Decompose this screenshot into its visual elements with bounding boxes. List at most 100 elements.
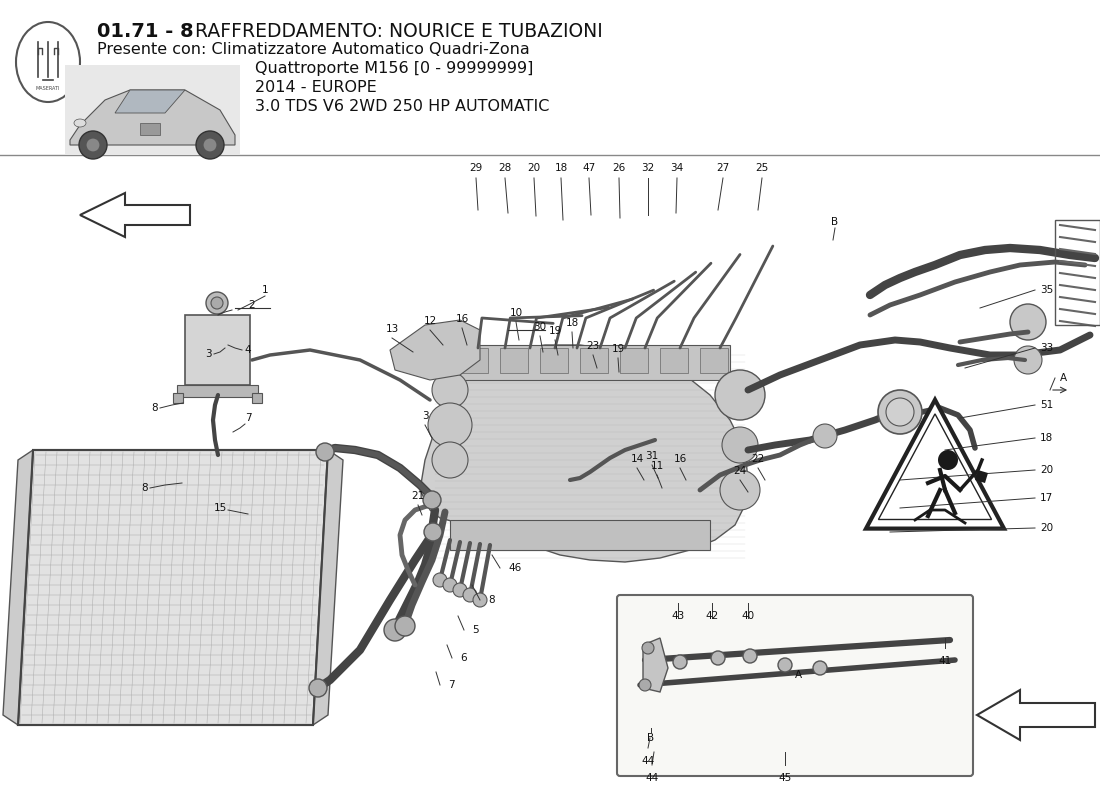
Polygon shape: [314, 450, 343, 725]
Text: 8: 8: [488, 595, 495, 605]
Polygon shape: [977, 690, 1094, 740]
Circle shape: [673, 655, 688, 669]
Circle shape: [424, 523, 442, 541]
Text: 20: 20: [1040, 523, 1053, 533]
Circle shape: [742, 649, 757, 663]
Circle shape: [433, 573, 447, 587]
Text: 42: 42: [705, 611, 718, 621]
Text: 32: 32: [641, 163, 654, 173]
Text: 7: 7: [448, 680, 454, 690]
Text: 18: 18: [554, 163, 568, 173]
Text: Presente con: Climatizzatore Automatico Quadri-Zona: Presente con: Climatizzatore Automatico …: [97, 42, 530, 57]
Text: 4: 4: [244, 345, 251, 355]
Polygon shape: [70, 90, 235, 145]
Bar: [65, 65, 240, 155]
Bar: [185, 315, 250, 385]
Text: 16: 16: [673, 454, 686, 464]
Text: 12: 12: [424, 316, 437, 326]
Circle shape: [813, 661, 827, 675]
Text: 20: 20: [527, 163, 540, 173]
Circle shape: [722, 427, 758, 463]
Circle shape: [1010, 304, 1046, 340]
Text: 17: 17: [1040, 493, 1054, 503]
Text: 7: 7: [244, 413, 251, 423]
Circle shape: [639, 679, 651, 691]
Text: 8: 8: [142, 483, 148, 493]
Text: 33: 33: [1040, 343, 1054, 353]
Circle shape: [1014, 346, 1042, 374]
Text: 40: 40: [741, 611, 755, 621]
Circle shape: [720, 470, 760, 510]
Text: 6: 6: [460, 653, 466, 663]
Circle shape: [309, 679, 327, 697]
Circle shape: [938, 450, 958, 470]
Text: 3: 3: [205, 349, 211, 359]
Text: B: B: [648, 733, 654, 743]
Circle shape: [384, 619, 406, 641]
Text: 21: 21: [411, 491, 425, 501]
Polygon shape: [3, 450, 33, 725]
Text: A: A: [1060, 373, 1067, 383]
Bar: [140, 123, 159, 135]
Circle shape: [711, 651, 725, 665]
FancyBboxPatch shape: [617, 595, 974, 776]
Text: 41: 41: [938, 656, 952, 666]
Polygon shape: [18, 450, 328, 725]
Bar: [620, 348, 648, 373]
Text: 24: 24: [734, 466, 747, 476]
Circle shape: [432, 442, 468, 478]
Circle shape: [206, 292, 228, 314]
Text: 16: 16: [455, 314, 469, 324]
Polygon shape: [80, 193, 190, 237]
Text: 25: 25: [756, 163, 769, 173]
Circle shape: [395, 616, 415, 636]
Text: 30: 30: [534, 322, 547, 332]
Bar: [700, 348, 728, 373]
Text: 8: 8: [152, 403, 158, 413]
Text: 44: 44: [646, 773, 659, 783]
Text: 3.0 TDS V6 2WD 250 HP AUTOMATIC: 3.0 TDS V6 2WD 250 HP AUTOMATIC: [255, 99, 549, 114]
Bar: [580, 348, 608, 373]
Polygon shape: [420, 345, 748, 562]
Text: 46: 46: [508, 563, 521, 573]
Ellipse shape: [16, 22, 80, 102]
Text: Quattroporte M156 [0 - 99999999]: Quattroporte M156 [0 - 99999999]: [255, 61, 534, 76]
Polygon shape: [866, 400, 1004, 529]
Text: A: A: [795, 670, 802, 680]
Polygon shape: [975, 470, 988, 483]
Circle shape: [463, 588, 477, 602]
Text: 19: 19: [612, 344, 625, 354]
Ellipse shape: [74, 119, 86, 127]
Text: 2: 2: [249, 300, 255, 310]
Circle shape: [878, 390, 922, 434]
Text: 3: 3: [421, 411, 428, 421]
Text: 27: 27: [716, 163, 729, 173]
Circle shape: [778, 658, 792, 672]
Text: 45: 45: [779, 773, 792, 783]
Bar: [460, 348, 488, 373]
Bar: [173, 393, 183, 403]
Text: 2014 - EUROPE: 2014 - EUROPE: [255, 80, 376, 95]
Circle shape: [204, 138, 217, 152]
Circle shape: [443, 578, 456, 592]
Text: 19: 19: [549, 326, 562, 336]
Bar: [252, 393, 262, 403]
Text: B: B: [832, 217, 838, 227]
Circle shape: [473, 593, 487, 607]
Text: 31: 31: [646, 451, 659, 461]
Text: RAFFREDDAMENTO: NOURICE E TUBAZIONI: RAFFREDDAMENTO: NOURICE E TUBAZIONI: [189, 22, 603, 41]
Bar: [177, 385, 258, 397]
Text: 34: 34: [670, 163, 683, 173]
Text: 51: 51: [1040, 400, 1054, 410]
Bar: [446, 345, 730, 380]
Text: 15: 15: [213, 503, 227, 513]
Circle shape: [86, 138, 100, 152]
Text: 28: 28: [498, 163, 512, 173]
Text: 47: 47: [582, 163, 595, 173]
Text: 10: 10: [509, 308, 522, 318]
Circle shape: [211, 297, 223, 309]
Circle shape: [424, 491, 441, 509]
Text: 22: 22: [751, 454, 764, 464]
Bar: [500, 348, 528, 373]
Circle shape: [79, 131, 107, 159]
